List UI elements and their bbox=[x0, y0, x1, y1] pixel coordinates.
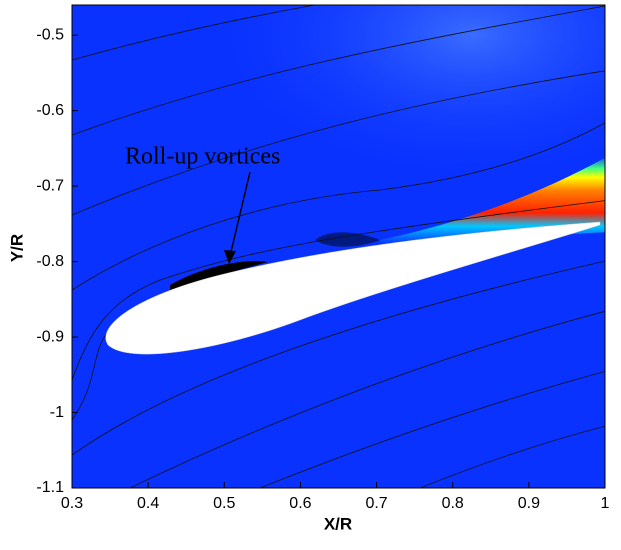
annotation-arrow bbox=[229, 171, 251, 257]
field bbox=[72, 5, 605, 488]
plot-frame bbox=[71, 4, 606, 489]
x-tick-label: 1 bbox=[601, 495, 610, 512]
y-tick-label: -0.7 bbox=[36, 177, 64, 194]
wake bbox=[380, 157, 605, 244]
vortex bbox=[315, 232, 380, 247]
x-tick-label: 0.7 bbox=[365, 495, 387, 512]
x-tick-label: 0.3 bbox=[61, 495, 83, 512]
y-tick-label: -0.8 bbox=[36, 253, 64, 270]
x-tick-label: 0.5 bbox=[213, 495, 235, 512]
airfoil bbox=[105, 221, 601, 355]
x-tick-label: 0.9 bbox=[518, 495, 540, 512]
y-tick-label: -0.6 bbox=[36, 102, 64, 119]
annotation: Roll-up vortices bbox=[125, 144, 280, 170]
annotation-arrowhead bbox=[224, 250, 236, 264]
y-tick-label: -1.1 bbox=[36, 479, 64, 496]
y-tick-label: -1 bbox=[50, 404, 64, 421]
y-tick-label: -0.5 bbox=[36, 26, 64, 43]
x-tick-label: 0.4 bbox=[137, 495, 159, 512]
y-axis-label: Y/R bbox=[7, 234, 26, 262]
x-axis-label: X/R bbox=[324, 514, 352, 533]
x-tick-label: 0.6 bbox=[289, 495, 311, 512]
x-tick-label: 0.8 bbox=[442, 495, 464, 512]
y-tick-label: -0.9 bbox=[36, 328, 64, 345]
streamlines bbox=[72, 5, 605, 488]
